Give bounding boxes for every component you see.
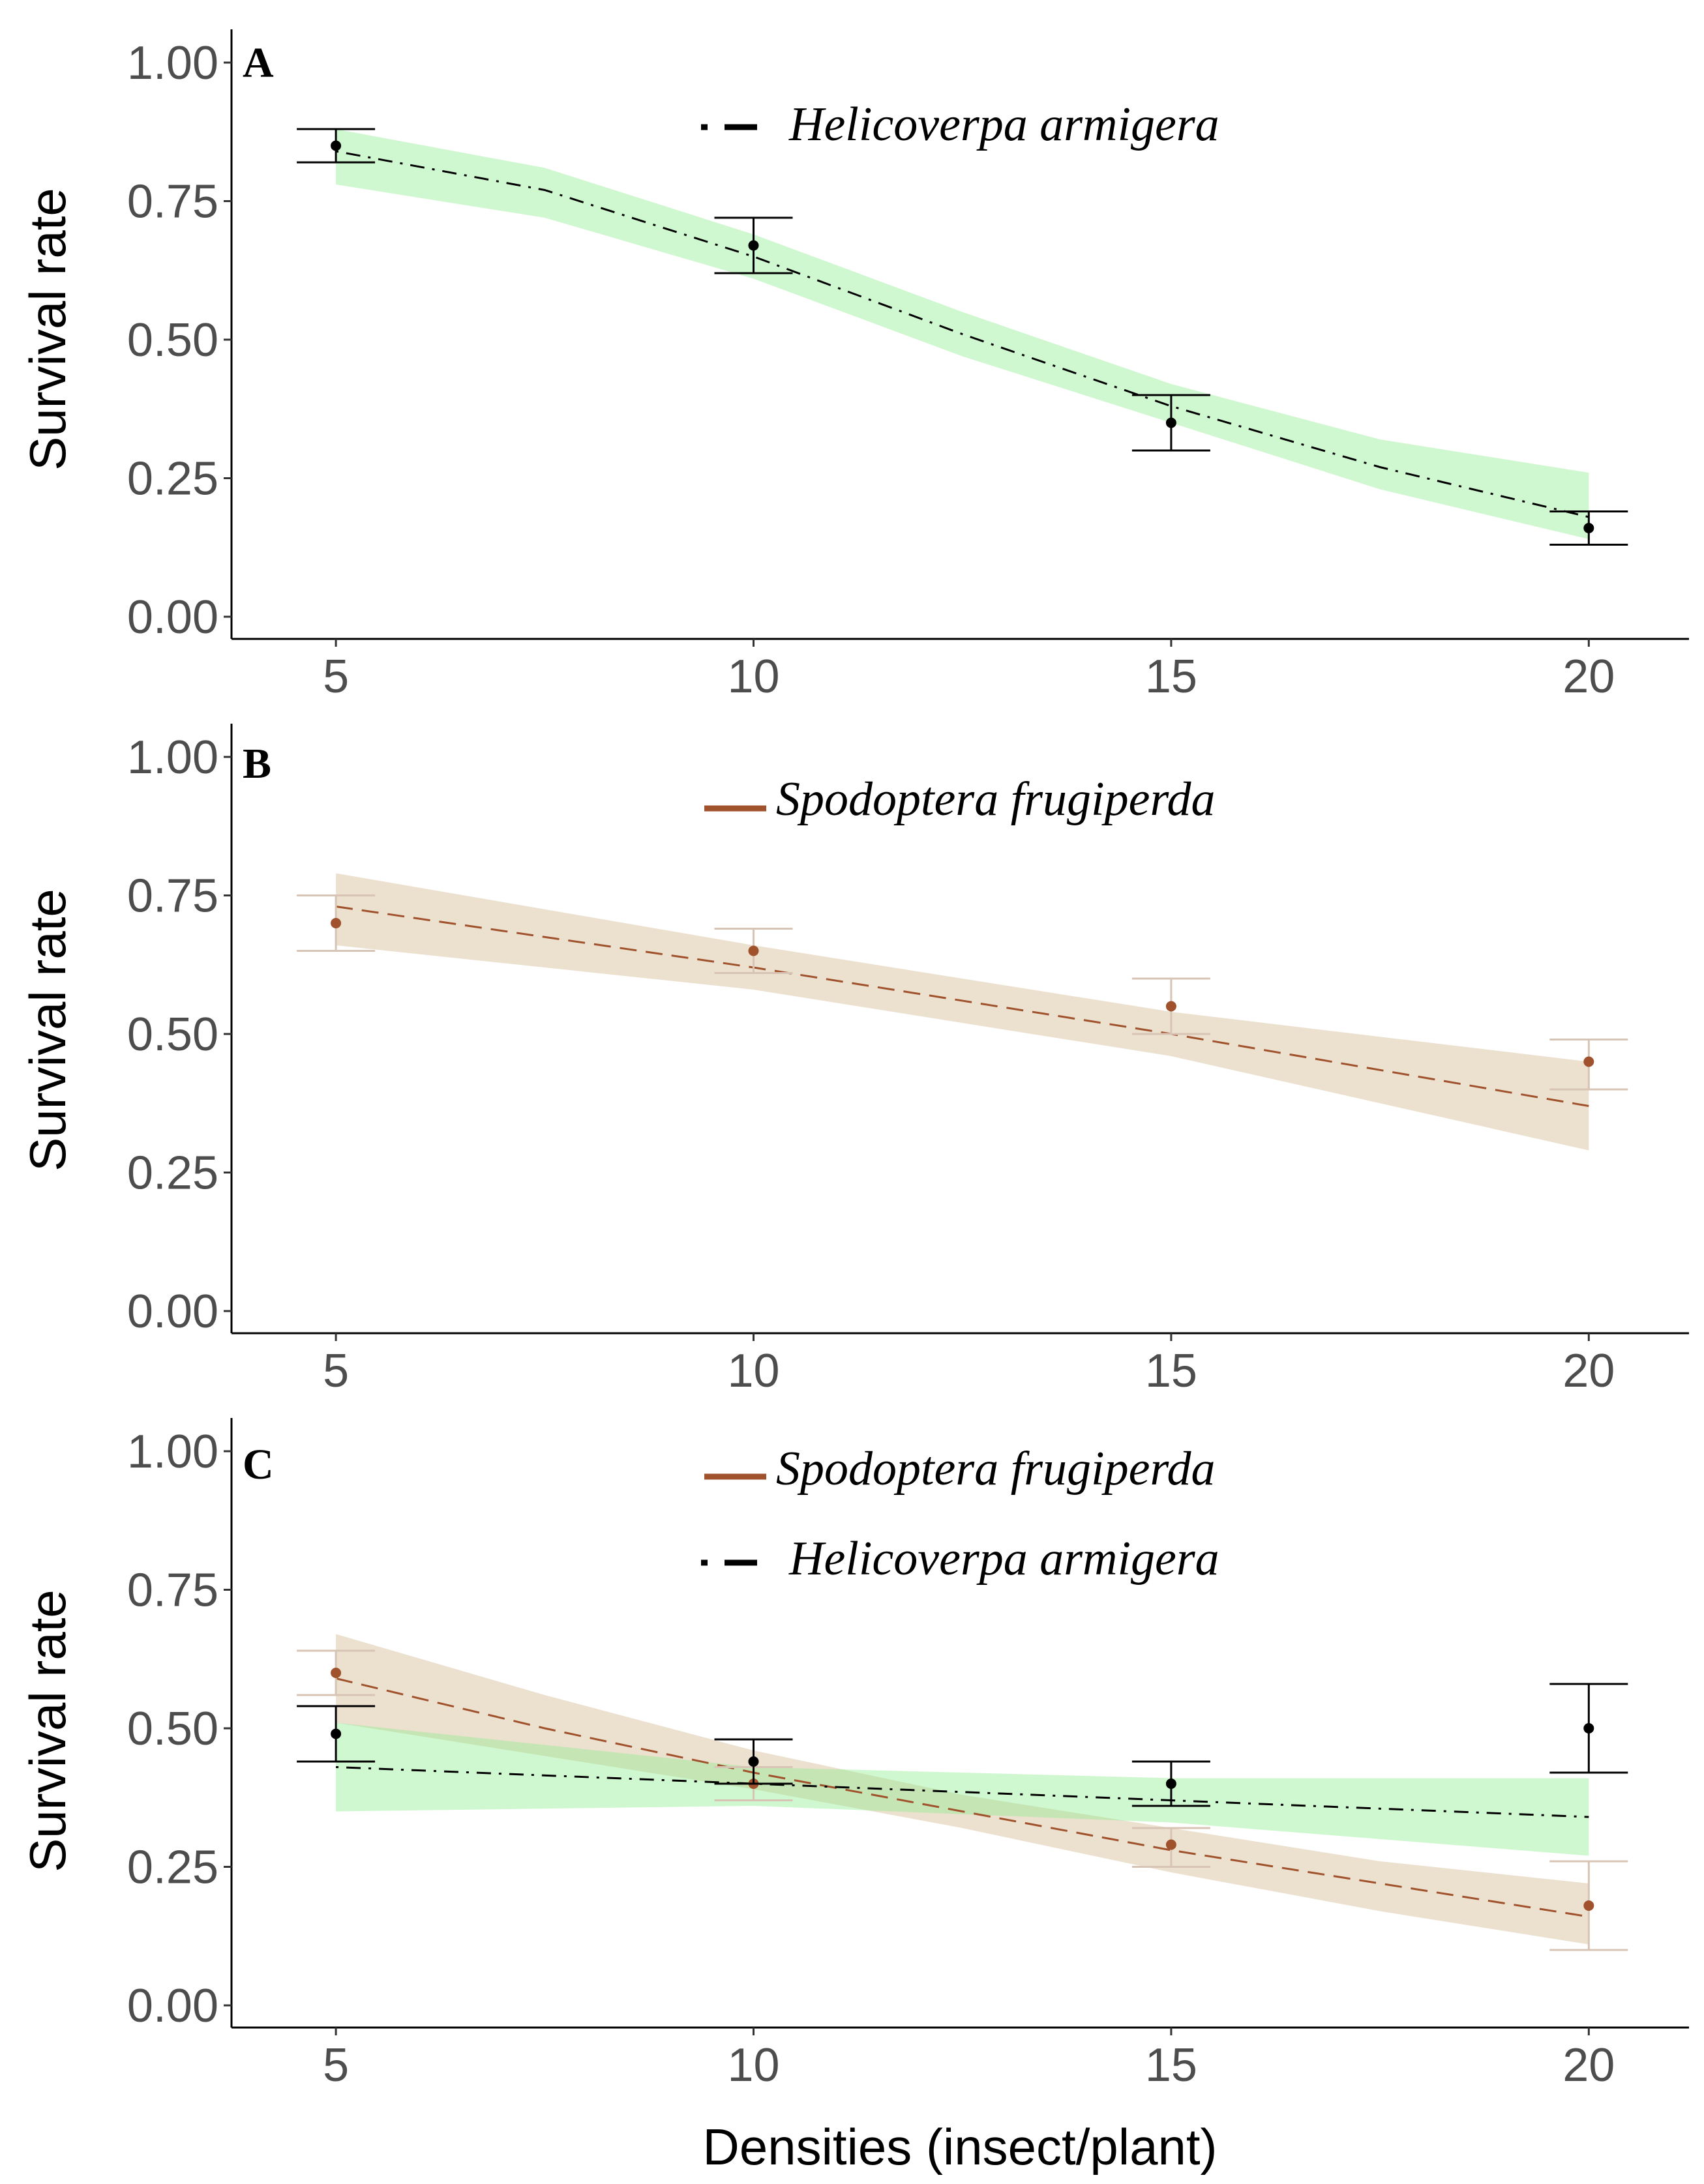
panel-c-point-1-2 — [1165, 1778, 1176, 1789]
panel-c-point-0-3 — [1583, 1900, 1594, 1911]
panel-a-letter: A — [243, 39, 274, 87]
panel-c-x-tick-label-1: 10 — [727, 2039, 779, 2091]
panel-b-y-tick-label-0: 0.00 — [127, 1286, 218, 1338]
panel-c-y-tick-label-3: 0.75 — [127, 1565, 218, 1617]
panel-c-point-1-0 — [331, 1728, 342, 1739]
panel-b-x-tick-label-2: 15 — [1145, 1345, 1197, 1397]
panel-a-point-0-0 — [331, 140, 342, 151]
panel-c-point-1-3 — [1583, 1723, 1594, 1734]
panel-c-band-0 — [336, 1634, 1589, 1945]
panel-b-y-axis-title: Survival rate — [19, 889, 76, 1172]
panel-a-point-0-2 — [1165, 417, 1176, 428]
panel-c-letter: C — [243, 1441, 274, 1488]
panel-b-x-tick-label-3: 20 — [1562, 1345, 1615, 1397]
panel-a-y-tick-label-1: 0.25 — [127, 453, 218, 505]
panel-c-legend-spodoptera-label: Spodoptera frugiperda — [776, 1442, 1216, 1496]
panel-b-x-tick-label-0: 5 — [323, 1345, 349, 1397]
panel-a-x-tick-label-1: 10 — [727, 651, 779, 703]
panel-b-legend: Spodoptera frugiperda — [704, 773, 1216, 826]
panel-a-x-tick-label-3: 20 — [1562, 651, 1615, 703]
panel-a-plot-area: 0.00 0.25 0.50 0.75 1.00 5 10 15 20 — [127, 29, 1689, 703]
panel-a-x-tick-label-0: 5 — [323, 651, 349, 703]
panel-c-y-tick-label-2: 0.50 — [127, 1703, 218, 1755]
panel-a-y-tick-label-2: 0.50 — [127, 314, 218, 366]
panel-b-band-0 — [336, 873, 1589, 1151]
panel-c-band-1 — [336, 1722, 1589, 1856]
panel-c-y-axis-title: Survival rate — [19, 1589, 76, 1872]
panel-b-y-tick-label-4: 1.00 — [127, 731, 218, 784]
panel-b-legend-spodoptera-label: Spodoptera frugiperda — [776, 773, 1216, 826]
panel-c-x-tick-label-2: 15 — [1145, 2039, 1197, 2091]
panel-c-y-tick-label-4: 1.00 — [127, 1426, 218, 1478]
panel-c-fit-line-0 — [335, 1677, 1589, 1918]
panel-a-point-0-3 — [1583, 523, 1594, 533]
panel-a-x-tick-label-2: 15 — [1145, 651, 1197, 703]
panel-b-y-tick-label-1: 0.25 — [127, 1147, 218, 1200]
panel-b-point-0-0 — [331, 918, 342, 928]
panel-b-plot-area: 0.00 0.25 0.50 0.75 1.00 5 10 15 20 — [127, 724, 1689, 1397]
panel-c: 0.00 0.25 0.50 0.75 1.00 5 10 15 20 C Survival r… — [19, 1418, 1689, 2176]
panel-c-x-tick-label-3: 20 — [1562, 2039, 1615, 2091]
panel-a-y-tick-label-0: 0.00 — [127, 591, 218, 643]
panel-a-point-0-1 — [748, 240, 759, 251]
panel-b-y-tick-label-3: 0.75 — [127, 870, 218, 922]
panel-b: 0.00 0.25 0.50 0.75 1.00 5 10 15 20 B Survival r… — [19, 724, 1689, 1397]
panel-c-point-1-1 — [748, 1756, 759, 1767]
panel-b-point-0-1 — [748, 945, 759, 956]
panel-a-fit-line-0 — [335, 150, 1589, 518]
panel-a-y-tick-label-4: 1.00 — [127, 37, 218, 89]
panel-a-y-axis-title: Survival rate — [19, 188, 76, 471]
panel-a: 0.00 0.25 0.50 0.75 1.00 5 10 15 20 A Survival r… — [19, 29, 1689, 703]
panel-b-x-tick-label-1: 10 — [727, 1345, 779, 1397]
panel-a-legend: Helicoverpa armigera — [701, 98, 1219, 151]
panel-b-point-0-2 — [1165, 1001, 1176, 1012]
panel-c-point-0-2 — [1165, 1839, 1176, 1850]
panel-c-legend-helicoverpa-label: Helicoverpa armigera — [788, 1532, 1219, 1586]
panel-a-legend-helicoverpa-label: Helicoverpa armigera — [788, 98, 1219, 151]
panel-c-x-tick-label-0: 5 — [323, 2039, 349, 2091]
panel-b-point-0-3 — [1583, 1056, 1594, 1067]
panel-b-y-tick-label-2: 0.50 — [127, 1009, 218, 1061]
panel-c-y-tick-label-0: 0.00 — [127, 1980, 218, 2032]
panel-a-y-tick-label-3: 0.75 — [127, 176, 218, 228]
panel-c-legend: Spodoptera frugiperda Helicoverpa armige… — [701, 1442, 1219, 1586]
panel-c-y-tick-label-1: 0.25 — [127, 1842, 218, 1894]
panel-c-fit-line-1 — [336, 1766, 1589, 1818]
x-axis-title: Densities (insect/plant) — [703, 2118, 1218, 2176]
panel-b-letter: B — [243, 740, 271, 788]
panel-b-fit-line-0 — [335, 906, 1589, 1107]
panel-c-plot-area: 0.00 0.25 0.50 0.75 1.00 5 10 15 20 — [127, 1418, 1689, 2091]
panel-c-point-0-0 — [331, 1668, 342, 1678]
